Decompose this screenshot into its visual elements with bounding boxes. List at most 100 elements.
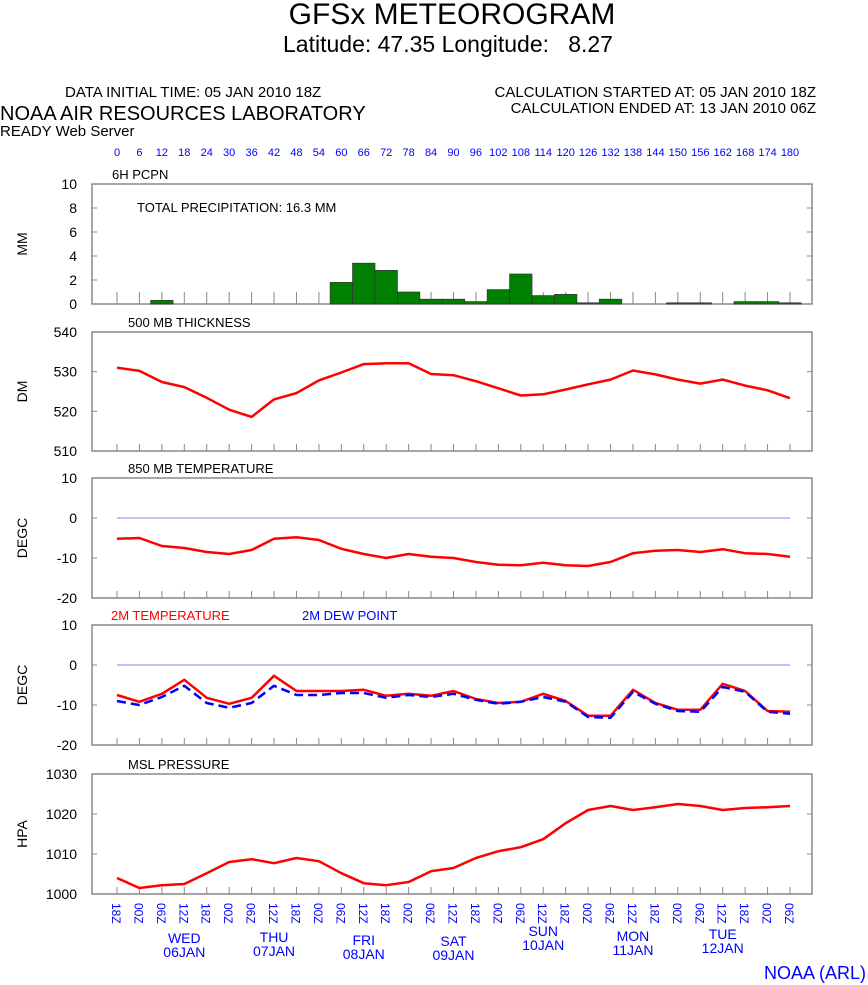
hour-label: 132 <box>601 147 619 159</box>
time-label: 18Z <box>378 903 392 924</box>
y-tick-label: 1020 <box>46 806 77 822</box>
time-label: 06Z <box>513 903 527 924</box>
hour-label: 102 <box>489 147 507 159</box>
time-label: 18Z <box>109 903 123 924</box>
hour-label: 108 <box>512 147 530 159</box>
hour-label: 30 <box>223 147 235 159</box>
hour-label: 72 <box>380 147 392 159</box>
hour-label: 162 <box>714 147 732 159</box>
time-label: 12Z <box>715 903 729 924</box>
time-label: 00Z <box>221 903 235 924</box>
series-line-500-mb-thickness <box>116 362 791 419</box>
hour-label: 48 <box>290 147 302 159</box>
y-tick-label: 8 <box>69 200 77 216</box>
time-label: 12Z <box>625 903 639 924</box>
calc-ended: CALCULATION ENDED AT: 13 JAN 2010 06Z <box>511 100 816 117</box>
time-label: 18Z <box>199 903 213 924</box>
hour-label: 96 <box>470 147 482 159</box>
time-label: 06Z <box>782 903 796 924</box>
y-tick-label: -10 <box>57 550 77 566</box>
day-label: SAT <box>440 933 467 949</box>
hour-label: 84 <box>425 147 437 159</box>
precip-bar <box>441 298 466 305</box>
hour-label: 60 <box>335 147 347 159</box>
organization: NOAA AIR RESOURCES LABORATORY <box>0 103 366 125</box>
y-tick-label: 530 <box>54 364 78 380</box>
day-label: SUN <box>528 923 558 939</box>
y-tick-label: 1030 <box>46 766 77 782</box>
plot-frame <box>91 624 813 746</box>
chart-subtitle: Latitude: 47.35 Longitude: 8.27 <box>283 31 613 57</box>
time-label: 00Z <box>490 903 504 924</box>
time-label: 18Z <box>288 903 302 924</box>
precip-bar <box>688 302 712 305</box>
plot-frame <box>91 773 813 895</box>
date-label: 06JAN <box>163 944 205 960</box>
footer-credit: NOAA (ARL) <box>764 963 866 983</box>
time-label: 06Z <box>423 903 437 924</box>
server-label: READY Web Server <box>0 123 135 140</box>
y-tick-label: 10 <box>61 617 77 633</box>
time-label: 00Z <box>760 903 774 924</box>
precip-bar <box>397 291 421 305</box>
series-line-msl-pressure <box>116 802 791 890</box>
hour-label: 12 <box>156 147 168 159</box>
hour-label: 114 <box>534 147 552 159</box>
day-label: MON <box>617 928 650 944</box>
hour-label: 24 <box>201 147 213 159</box>
date-label: 09JAN <box>432 947 474 963</box>
y-axis-label: DEGC <box>14 665 30 705</box>
date-label: 07JAN <box>253 943 295 959</box>
precip-bar <box>666 302 690 305</box>
time-label: 06Z <box>333 903 347 924</box>
precip-bar <box>554 294 578 305</box>
time-label: 12Z <box>356 903 370 924</box>
legend-2m-dew-point: 2M DEW POINT <box>302 608 397 623</box>
hour-label: 54 <box>313 147 325 159</box>
y-axis-label: DM <box>14 381 30 403</box>
time-label: 18Z <box>647 903 661 924</box>
y-tick-label: 540 <box>54 324 78 340</box>
hour-label: 150 <box>669 147 687 159</box>
time-label: 18Z <box>737 903 751 924</box>
hour-label: 120 <box>556 147 574 159</box>
hour-label: 138 <box>624 147 642 159</box>
y-tick-label: -20 <box>57 737 77 753</box>
plot-frame <box>91 331 813 452</box>
time-label: 00Z <box>401 903 415 924</box>
precip-bar <box>778 302 802 305</box>
initial-time: DATA INITIAL TIME: 05 JAN 2010 18Z <box>65 84 321 101</box>
y-tick-label: -20 <box>57 590 77 606</box>
legend-2m-temperature: 2M TEMPERATURE <box>111 608 230 623</box>
y-tick-label: 2 <box>69 272 77 288</box>
hour-label: 18 <box>178 147 190 159</box>
precip-bar <box>576 302 600 305</box>
time-label: 00Z <box>580 903 594 924</box>
hour-label: 78 <box>403 147 415 159</box>
hour-label: 66 <box>358 147 370 159</box>
hour-label: 174 <box>758 147 776 159</box>
hour-label: 0 <box>114 147 120 159</box>
series-line-2m-dew-point <box>116 684 791 720</box>
panel-title: 6H PCPN <box>112 167 168 182</box>
hour-label: 36 <box>245 147 257 159</box>
time-label: 06Z <box>244 903 258 924</box>
precip-bar <box>150 300 174 305</box>
y-axis-label: DEGC <box>14 518 30 558</box>
hour-label: 180 <box>781 147 799 159</box>
precip-bar <box>374 270 398 305</box>
time-label: 18Z <box>558 903 572 924</box>
y-tick-label: 10 <box>61 470 77 486</box>
y-tick-label: 10 <box>61 176 77 192</box>
precip-bar <box>329 282 353 305</box>
y-tick-label: 6 <box>69 224 77 240</box>
time-label: 18Z <box>468 903 482 924</box>
chart-title: GFSx METEOROGRAM <box>289 0 616 31</box>
time-label: 06Z <box>692 903 706 924</box>
hour-label: 42 <box>268 147 280 159</box>
y-tick-label: 520 <box>54 403 78 419</box>
series-line-2m-temperature <box>116 674 791 718</box>
day-label: WED <box>168 930 201 946</box>
y-tick-label: 510 <box>54 443 78 459</box>
